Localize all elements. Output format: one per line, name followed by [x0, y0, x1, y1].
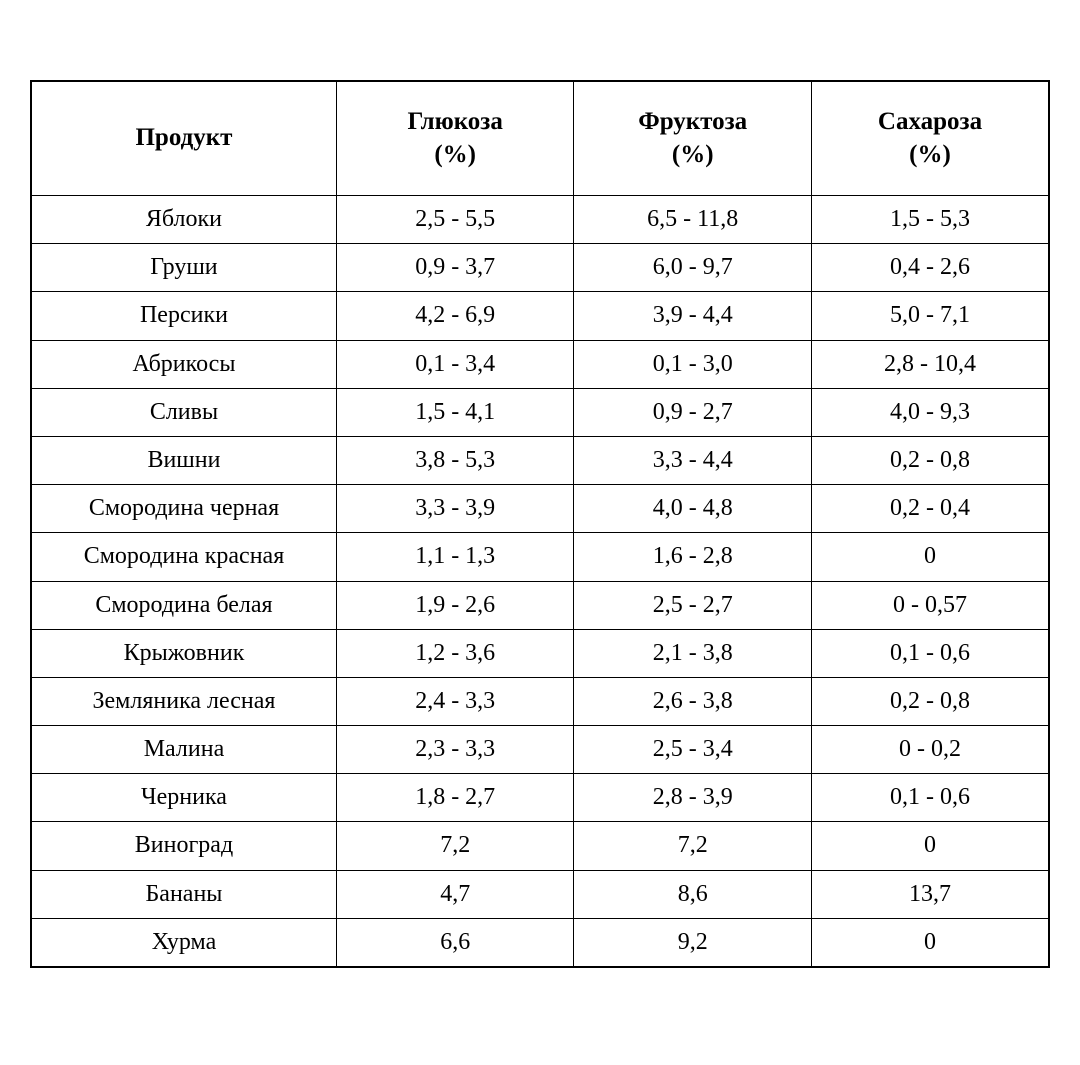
value-cell: 2,5 - 2,7 — [574, 581, 812, 629]
column-label: Сахароза — [878, 108, 982, 135]
value-cell: 2,5 - 3,4 — [574, 726, 812, 774]
column-label: Фруктоза — [638, 108, 747, 135]
column-header-sucrose: Сахароза (%) — [811, 81, 1049, 196]
value-cell: 4,0 - 9,3 — [811, 388, 1049, 436]
value-cell: 8,6 — [574, 870, 812, 918]
table-row: Хурма6,69,20 — [31, 918, 1049, 967]
value-cell: 0 — [811, 822, 1049, 870]
value-cell: 2,8 - 10,4 — [811, 340, 1049, 388]
table-header-row: Продукт Глюкоза (%) Фруктоза (%) Сахароз… — [31, 81, 1049, 196]
product-cell: Хурма — [31, 918, 336, 967]
product-cell: Яблоки — [31, 196, 336, 244]
table-body: Яблоки2,5 - 5,56,5 - 11,81,5 - 5,3Груши0… — [31, 196, 1049, 968]
table-row: Малина2,3 - 3,32,5 - 3,40 - 0,2 — [31, 726, 1049, 774]
value-cell: 1,2 - 3,6 — [336, 629, 574, 677]
value-cell: 13,7 — [811, 870, 1049, 918]
value-cell: 1,8 - 2,7 — [336, 774, 574, 822]
product-cell: Черника — [31, 774, 336, 822]
table-row: Яблоки2,5 - 5,56,5 - 11,81,5 - 5,3 — [31, 196, 1049, 244]
value-cell: 0,9 - 2,7 — [574, 388, 812, 436]
product-cell: Смородина белая — [31, 581, 336, 629]
table-row: Черника1,8 - 2,72,8 - 3,90,1 - 0,6 — [31, 774, 1049, 822]
value-cell: 0,2 - 0,8 — [811, 677, 1049, 725]
value-cell: 7,2 — [336, 822, 574, 870]
value-cell: 2,8 - 3,9 — [574, 774, 812, 822]
sugar-content-table: Продукт Глюкоза (%) Фруктоза (%) Сахароз… — [30, 80, 1050, 968]
value-cell: 2,3 - 3,3 — [336, 726, 574, 774]
value-cell: 4,7 — [336, 870, 574, 918]
value-cell: 0 - 0,2 — [811, 726, 1049, 774]
column-unit: (%) — [345, 139, 566, 172]
value-cell: 4,0 - 4,8 — [574, 485, 812, 533]
product-cell: Малина — [31, 726, 336, 774]
table-row: Сливы1,5 - 4,10,9 - 2,74,0 - 9,3 — [31, 388, 1049, 436]
table-row: Смородина красная1,1 - 1,31,6 - 2,80 — [31, 533, 1049, 581]
table-row: Земляника лесная2,4 - 3,32,6 - 3,80,2 - … — [31, 677, 1049, 725]
value-cell: 2,5 - 5,5 — [336, 196, 574, 244]
value-cell: 0 — [811, 918, 1049, 967]
value-cell: 6,5 - 11,8 — [574, 196, 812, 244]
column-header-product: Продукт — [31, 81, 336, 196]
column-unit: (%) — [582, 139, 803, 172]
product-cell: Виноград — [31, 822, 336, 870]
value-cell: 0 — [811, 533, 1049, 581]
column-header-glucose: Глюкоза (%) — [336, 81, 574, 196]
value-cell: 0,4 - 2,6 — [811, 244, 1049, 292]
column-label: Глюкоза — [408, 108, 503, 135]
value-cell: 1,9 - 2,6 — [336, 581, 574, 629]
value-cell: 0,1 - 0,6 — [811, 629, 1049, 677]
value-cell: 1,1 - 1,3 — [336, 533, 574, 581]
product-cell: Земляника лесная — [31, 677, 336, 725]
value-cell: 0,1 - 3,0 — [574, 340, 812, 388]
value-cell: 3,9 - 4,4 — [574, 292, 812, 340]
product-cell: Персики — [31, 292, 336, 340]
product-cell: Сливы — [31, 388, 336, 436]
product-cell: Груши — [31, 244, 336, 292]
value-cell: 9,2 — [574, 918, 812, 967]
table-row: Смородина черная3,3 - 3,94,0 - 4,80,2 - … — [31, 485, 1049, 533]
value-cell: 4,2 - 6,9 — [336, 292, 574, 340]
value-cell: 2,1 - 3,8 — [574, 629, 812, 677]
value-cell: 0,1 - 0,6 — [811, 774, 1049, 822]
column-label: Продукт — [135, 124, 232, 151]
product-cell: Вишни — [31, 436, 336, 484]
value-cell: 3,3 - 3,9 — [336, 485, 574, 533]
table-row: Крыжовник1,2 - 3,62,1 - 3,80,1 - 0,6 — [31, 629, 1049, 677]
value-cell: 0,9 - 3,7 — [336, 244, 574, 292]
product-cell: Крыжовник — [31, 629, 336, 677]
column-header-fructose: Фруктоза (%) — [574, 81, 812, 196]
product-cell: Абрикосы — [31, 340, 336, 388]
column-unit: (%) — [820, 139, 1040, 172]
table-row: Абрикосы0,1 - 3,40,1 - 3,02,8 - 10,4 — [31, 340, 1049, 388]
table-row: Виноград7,27,20 — [31, 822, 1049, 870]
value-cell: 3,8 - 5,3 — [336, 436, 574, 484]
value-cell: 1,6 - 2,8 — [574, 533, 812, 581]
value-cell: 0,1 - 3,4 — [336, 340, 574, 388]
value-cell: 6,0 - 9,7 — [574, 244, 812, 292]
table-row: Груши0,9 - 3,76,0 - 9,70,4 - 2,6 — [31, 244, 1049, 292]
value-cell: 1,5 - 4,1 — [336, 388, 574, 436]
product-cell: Бананы — [31, 870, 336, 918]
value-cell: 0,2 - 0,8 — [811, 436, 1049, 484]
value-cell: 0,2 - 0,4 — [811, 485, 1049, 533]
value-cell: 2,6 - 3,8 — [574, 677, 812, 725]
value-cell: 1,5 - 5,3 — [811, 196, 1049, 244]
table-row: Вишни3,8 - 5,33,3 - 4,40,2 - 0,8 — [31, 436, 1049, 484]
product-cell: Смородина красная — [31, 533, 336, 581]
table-row: Смородина белая1,9 - 2,62,5 - 2,70 - 0,5… — [31, 581, 1049, 629]
value-cell: 3,3 - 4,4 — [574, 436, 812, 484]
table-row: Бананы4,78,613,7 — [31, 870, 1049, 918]
value-cell: 6,6 — [336, 918, 574, 967]
value-cell: 5,0 - 7,1 — [811, 292, 1049, 340]
product-cell: Смородина черная — [31, 485, 336, 533]
table-row: Персики4,2 - 6,93,9 - 4,45,0 - 7,1 — [31, 292, 1049, 340]
value-cell: 2,4 - 3,3 — [336, 677, 574, 725]
value-cell: 7,2 — [574, 822, 812, 870]
value-cell: 0 - 0,57 — [811, 581, 1049, 629]
